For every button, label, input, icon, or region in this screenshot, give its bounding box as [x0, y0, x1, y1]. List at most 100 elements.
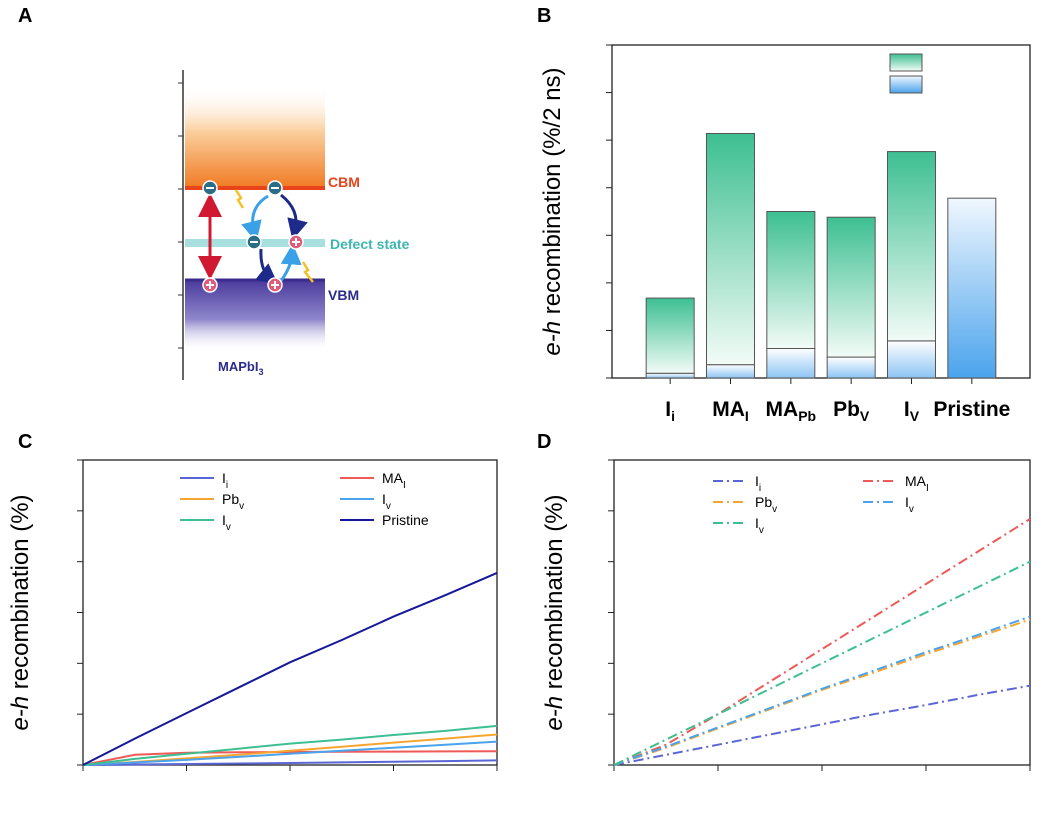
energy-diagram: CBM Defect state VBM MAPbI3 — [178, 70, 410, 380]
legend-label: Iv — [222, 512, 231, 533]
emission-arrow-electron — [280, 193, 308, 241]
bar-direct — [766, 348, 816, 379]
legend-label: Pbv — [755, 494, 777, 515]
y-axis-title: e-h recombination (%) — [541, 494, 568, 730]
plot-frame — [613, 459, 1031, 766]
bar-direct — [887, 340, 936, 379]
legend-label-main: Pb — [755, 494, 772, 510]
electron-icon — [202, 180, 218, 196]
category-label: PbV — [833, 398, 870, 424]
legend-label-main: Pb — [222, 491, 239, 507]
hole-icon — [288, 234, 304, 250]
vbm-label: VBM — [328, 287, 359, 303]
y-axis-title: e-h recombination (%/2 ns) — [539, 67, 566, 355]
legend-label: Iv — [755, 515, 764, 536]
legend-label-main: I — [905, 494, 909, 510]
capture-arrow-hole — [278, 243, 302, 283]
bar-direct — [947, 197, 997, 379]
category-label-main: MA — [712, 398, 745, 421]
category-label: MAPb — [766, 398, 817, 424]
category-label-main: I — [665, 398, 671, 421]
y-axis-title-italic: e-h — [7, 696, 34, 731]
y-axis-title-italic: e-h — [541, 696, 568, 731]
legend-label-main: I — [222, 512, 226, 528]
panel-label-c: C — [18, 431, 32, 453]
panel-label-d: D — [537, 431, 551, 453]
category-label-main: MA — [766, 398, 799, 421]
category-label: Pristine — [933, 398, 1010, 421]
capture-arrow-electron — [241, 194, 269, 243]
legend-label: Pristine — [382, 512, 429, 528]
bar-by-defect — [706, 132, 755, 366]
legend-label-sub: v — [386, 501, 391, 512]
category-label-sub: V — [910, 408, 920, 424]
plot-frame — [82, 459, 498, 766]
hole-icon — [267, 277, 283, 293]
series-line — [613, 684, 1031, 766]
defect-state-label: Defect state — [330, 236, 410, 252]
legend-label-main: I — [222, 470, 226, 486]
legend-label-main: MA — [905, 473, 927, 489]
category-label-sub: V — [860, 408, 870, 424]
category-label-sub: I — [745, 408, 749, 424]
legend-label-main: I — [755, 473, 759, 489]
conduction-band — [185, 85, 325, 188]
series-line — [613, 560, 1031, 766]
legend-label-sub: v — [239, 501, 244, 512]
legend-label-sub: v — [226, 522, 231, 533]
electron-icon — [246, 234, 262, 250]
legend-label: MAI — [382, 470, 406, 491]
bar-direct — [826, 356, 876, 379]
category-label-sub: i — [671, 408, 675, 424]
legend-label: Ii — [755, 473, 761, 494]
material-label: MAPbI3 — [218, 359, 263, 377]
legend-label-sub: i — [759, 483, 761, 494]
y-axis-title-rest: recombination (%) — [7, 494, 34, 695]
series-line — [613, 615, 1031, 766]
legend-label-sub: i — [226, 480, 228, 491]
panel-label-b: B — [537, 5, 551, 27]
legend-label-sub: I — [926, 483, 929, 494]
category-label-main: Pb — [833, 398, 860, 421]
bar-by-defect — [766, 211, 816, 350]
y-axis-title-italic: e-h — [539, 321, 566, 356]
legend-label-main: MA — [382, 470, 404, 486]
series-line — [82, 571, 498, 766]
hole-icon — [202, 277, 218, 293]
y-axis-title-rest: recombination (%) — [541, 494, 568, 695]
legend-label: Ii — [222, 470, 228, 491]
y-axis-title: e-h recombination (%) — [7, 494, 34, 730]
cbm-label: CBM — [328, 174, 360, 190]
series-line — [82, 740, 498, 766]
legend-swatch-by-defect — [889, 53, 923, 72]
legend-label-sub: v — [772, 504, 777, 515]
legend-label: MAI — [905, 473, 929, 494]
legend-label-sub: I — [403, 480, 406, 491]
legend-swatch-direct — [889, 75, 923, 94]
energy-release-icon — [301, 261, 314, 283]
bar-direct — [645, 372, 695, 379]
energy-release-icon — [234, 189, 245, 209]
category-label: Ii — [665, 398, 675, 424]
legend-label: Iv — [382, 491, 391, 512]
electron-icon — [267, 180, 283, 196]
bar-by-defect — [887, 151, 936, 342]
series-line — [82, 759, 498, 766]
series-line — [82, 724, 498, 766]
energy-axis-ticks — [178, 82, 183, 349]
legend-label-sub: v — [909, 504, 914, 515]
bar-by-defect — [645, 297, 695, 374]
legend-label-sub: v — [759, 525, 764, 536]
legend-label: Pbv — [222, 491, 244, 512]
legend-label-main: I — [382, 491, 386, 507]
y-axis-title-rest: recombination (%/2 ns) — [539, 67, 566, 320]
category-label-main: I — [904, 398, 910, 421]
legend-label-main: Pristine — [382, 512, 429, 528]
category-label: IV — [904, 398, 920, 424]
bar-direct — [706, 364, 755, 379]
panel-label-a: A — [18, 5, 32, 27]
recombination-arrow-defect — [255, 248, 279, 285]
legend-label: Iv — [905, 494, 914, 515]
